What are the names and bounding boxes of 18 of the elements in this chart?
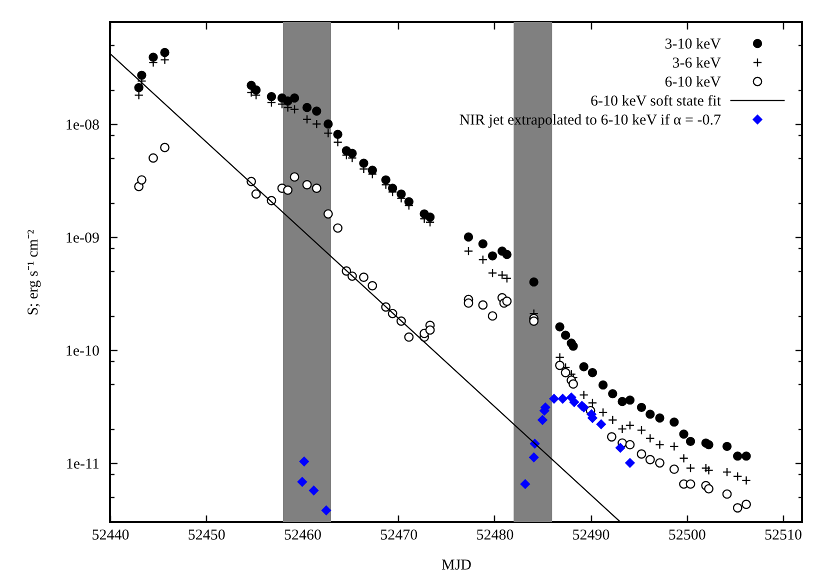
legend-label: 6-10 keV	[664, 74, 722, 90]
legend-label: 6-10 keV soft state fit	[590, 94, 722, 110]
x-axis-title: MJD	[441, 558, 472, 574]
y-axis-title: S; erg s⁻¹ cm⁻²	[25, 229, 42, 316]
x-tick-label: 52490	[572, 528, 610, 544]
y-tick-label: 1e-11	[66, 456, 100, 472]
x-tick-label: 52470	[380, 528, 418, 544]
y-tick-label: 1e-10	[65, 343, 100, 360]
x-tick-label: 52440	[92, 528, 130, 544]
x-tick-label: 52460	[284, 528, 322, 544]
legend-label: 3-10 keV	[664, 36, 722, 52]
legend-label: 3-6 keV	[672, 56, 722, 72]
y-tick-label: 1e-09	[65, 230, 100, 246]
x-tick-label: 52500	[668, 528, 706, 544]
x-tick-label: 52450	[188, 528, 226, 544]
x-tick-label: 52480	[476, 528, 514, 544]
y-tick-label: 1e-08	[65, 118, 100, 134]
x-tick-label: 52510	[764, 528, 802, 544]
